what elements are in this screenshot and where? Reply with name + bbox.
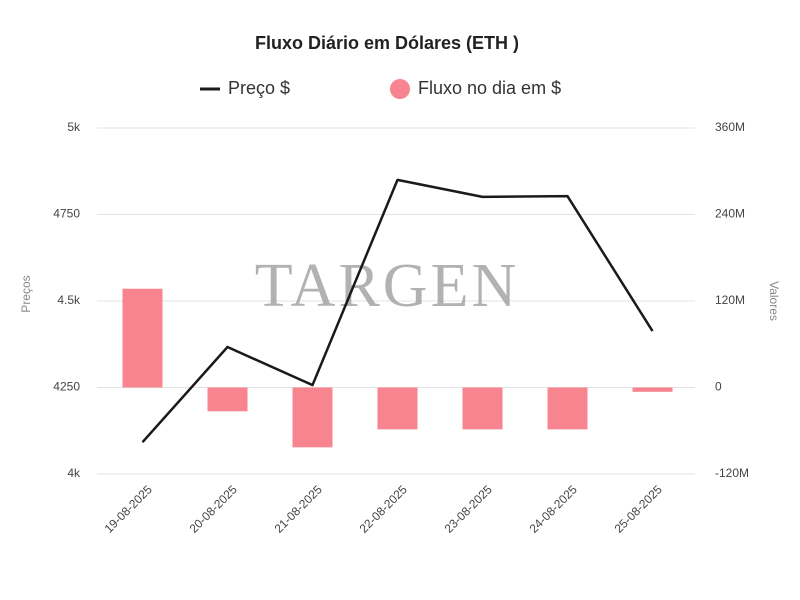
y2-tick-label: 0 [715, 380, 722, 394]
x-tick-label: 24-08-2025 [527, 482, 581, 536]
watermark: TARGEN [255, 252, 519, 320]
x-tick-label: 22-08-2025 [357, 482, 411, 536]
x-tick-label: 19-08-2025 [102, 482, 156, 536]
price-line [141, 178, 654, 444]
x-tick-label: 21-08-2025 [272, 482, 326, 536]
bar [547, 387, 588, 430]
legend-swatch [390, 79, 410, 99]
bar [377, 387, 418, 430]
bar [462, 387, 503, 430]
chart-title: Fluxo Diário em Dólares (ETH ) [255, 33, 519, 53]
y2-tick-label: -120M [715, 466, 749, 480]
bar [632, 387, 673, 392]
y-tick-label: 4.5k [57, 293, 81, 307]
y-tick-label: 4750 [53, 207, 80, 221]
y2-tick-label: 240M [715, 207, 745, 221]
y-axis-title: Preços [19, 275, 33, 312]
y-tick-label: 4250 [53, 380, 80, 394]
y-tick-label: 4k [67, 466, 81, 480]
legend-label: Preço $ [228, 78, 290, 98]
bar [292, 387, 333, 448]
y2-tick-label: 120M [715, 293, 745, 307]
x-tick-label: 25-08-2025 [612, 482, 666, 536]
legend-label: Fluxo no dia em $ [418, 78, 561, 98]
bar [122, 288, 163, 388]
y2-tick-label: 360M [715, 120, 745, 134]
y2-axis-title: Valores [767, 281, 781, 321]
bar [207, 387, 248, 412]
y-tick-label: 5k [67, 120, 81, 134]
x-tick-label: 20-08-2025 [187, 482, 241, 536]
x-tick-label: 23-08-2025 [442, 482, 496, 536]
